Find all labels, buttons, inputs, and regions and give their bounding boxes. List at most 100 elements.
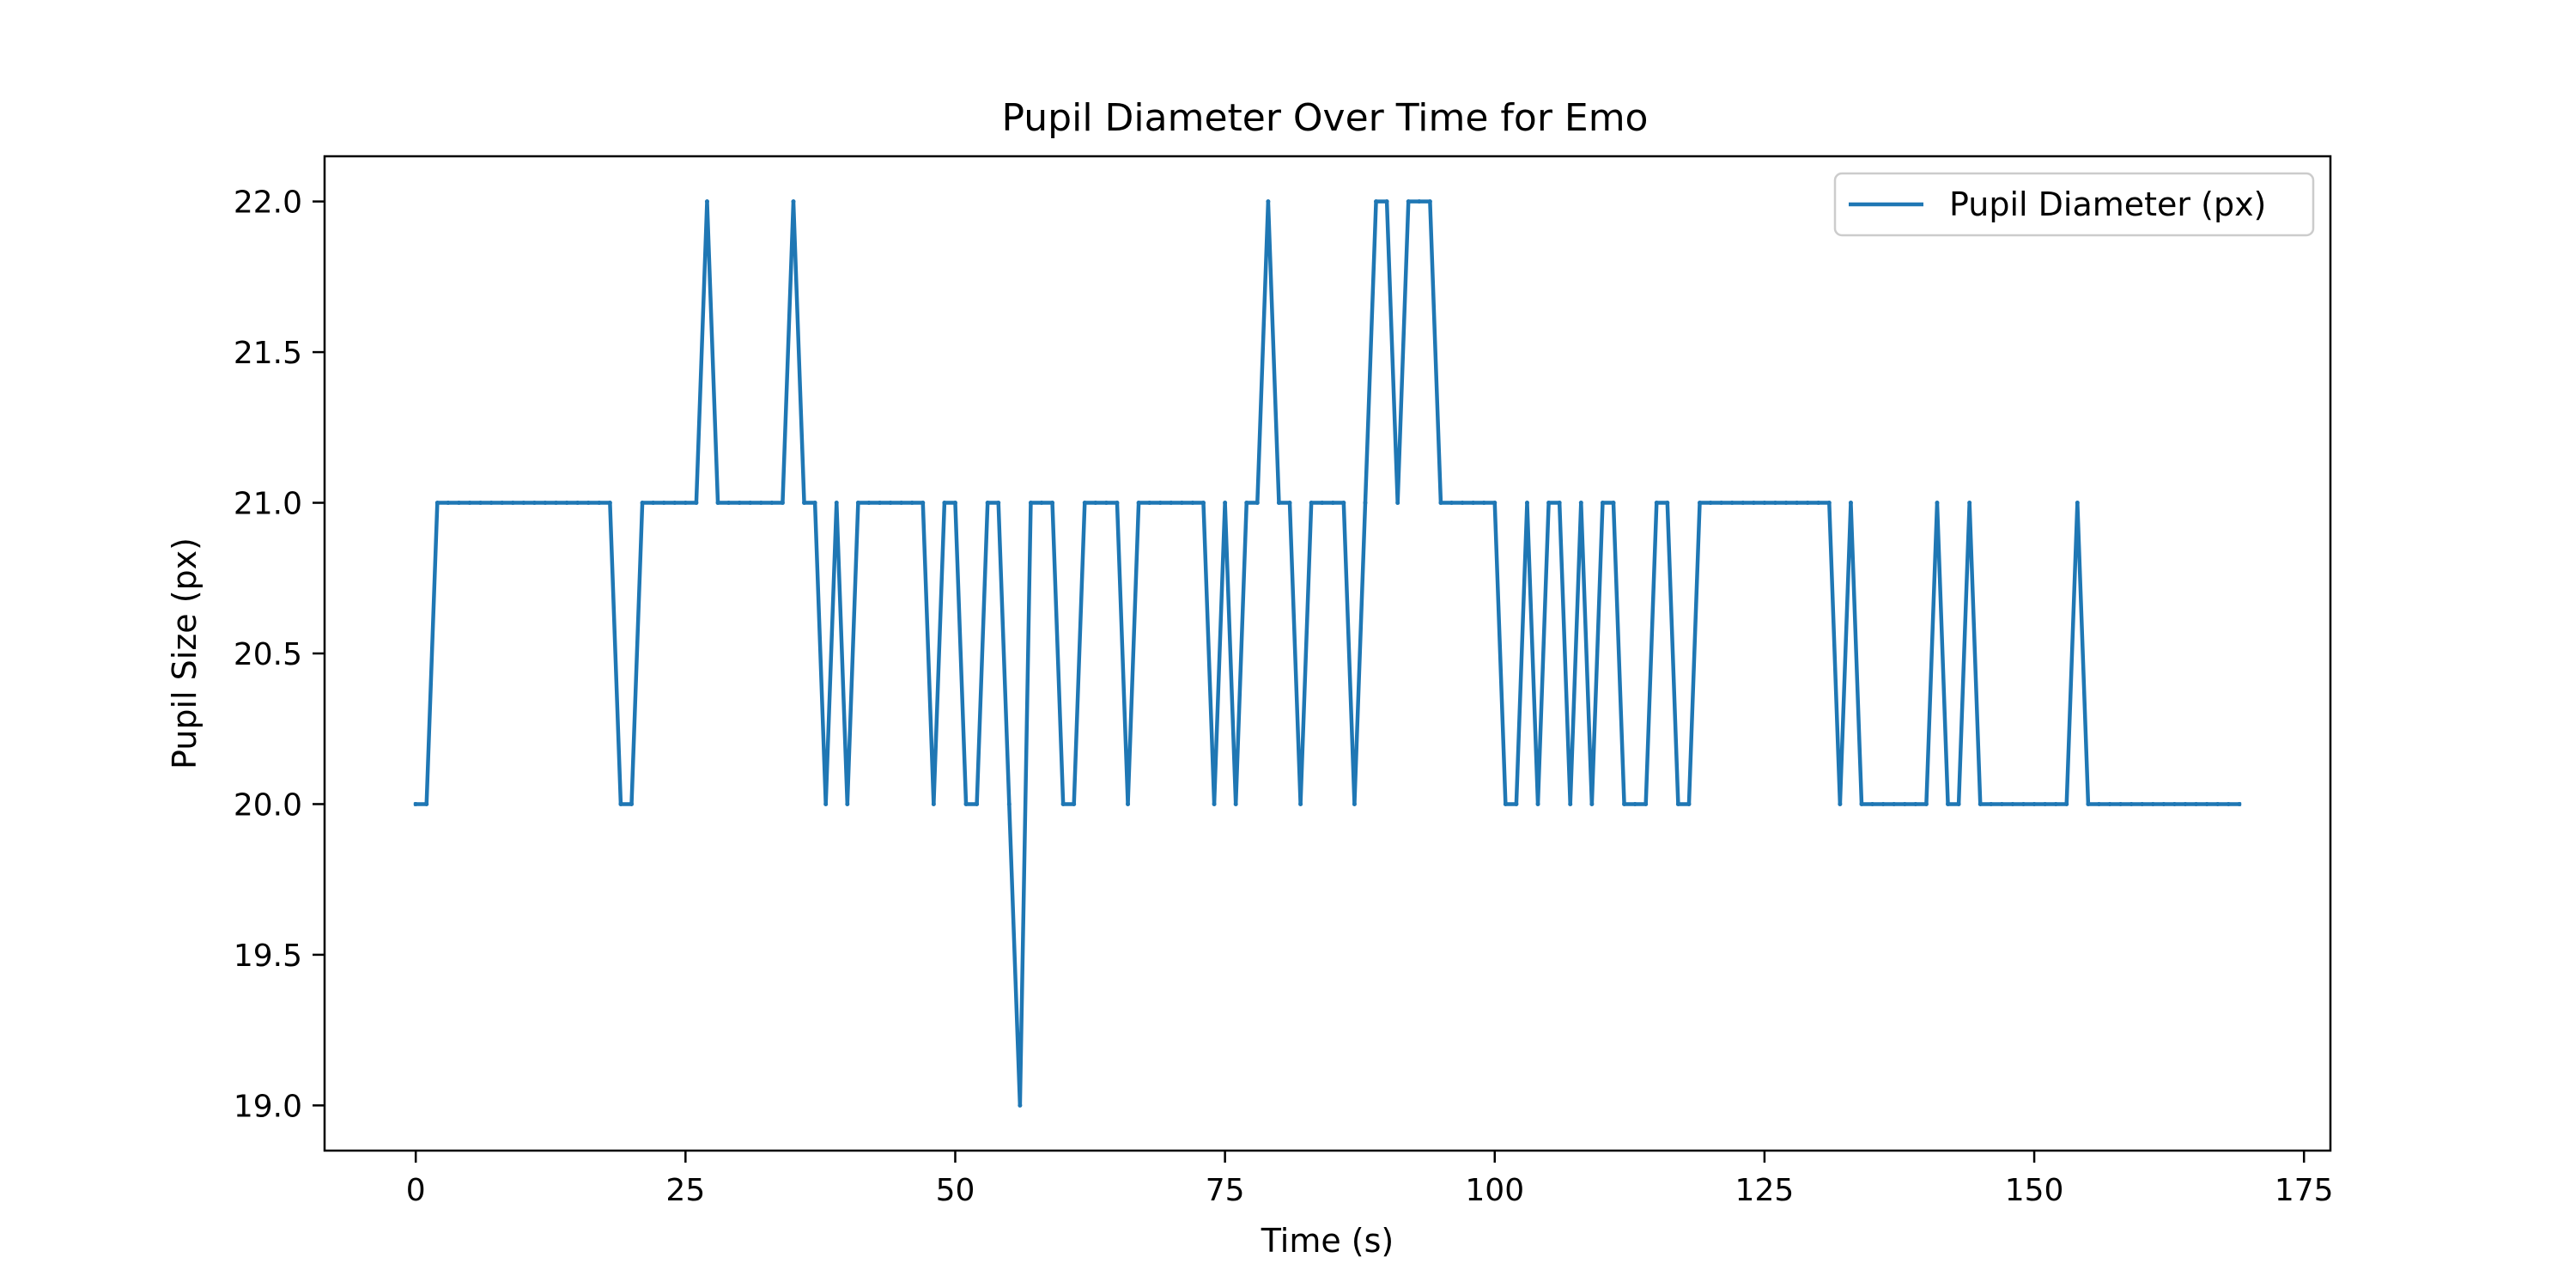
data-point <box>575 501 580 506</box>
data-point <box>1665 501 1670 506</box>
data-point <box>1460 501 1465 506</box>
data-point <box>2161 801 2166 806</box>
data-point <box>1374 199 1379 204</box>
data-point <box>2129 801 2134 806</box>
data-point <box>424 801 429 806</box>
data-point <box>812 501 817 506</box>
data-point <box>1157 501 1163 506</box>
data-point <box>2183 801 2188 806</box>
data-point <box>651 501 656 506</box>
data-point <box>1622 801 1627 806</box>
data-point <box>1266 199 1271 204</box>
data-point <box>748 501 753 506</box>
data-point <box>1589 801 1595 806</box>
data-point <box>1741 501 1746 506</box>
data-point <box>564 501 569 506</box>
data-point <box>1147 501 1152 506</box>
data-point <box>2107 801 2112 806</box>
data-point <box>478 501 483 506</box>
data-point <box>1600 501 1605 506</box>
data-point <box>1675 801 1680 806</box>
data-point <box>758 501 763 506</box>
data-point <box>1384 199 1389 204</box>
data-point <box>629 801 634 806</box>
data-point <box>1698 501 1703 506</box>
data-point <box>554 501 559 506</box>
y-tick-label: 19.0 <box>234 1089 302 1124</box>
data-point <box>1244 501 1249 506</box>
data-point <box>2204 801 2209 806</box>
data-point <box>2215 801 2221 806</box>
data-point <box>1978 801 1983 806</box>
data-point <box>1406 199 1411 204</box>
data-point <box>1892 801 1897 806</box>
data-point <box>996 501 1001 506</box>
data-point <box>521 501 526 506</box>
data-point <box>888 501 893 506</box>
data-point <box>1471 501 1476 506</box>
data-point <box>1524 501 1529 506</box>
data-point <box>2053 801 2058 806</box>
data-point <box>1880 801 1886 806</box>
data-point <box>931 801 936 806</box>
data-point <box>704 199 709 204</box>
data-point <box>769 501 775 506</box>
data-point <box>1417 199 1422 204</box>
data-point <box>1082 501 1087 506</box>
data-point <box>661 501 666 506</box>
x-tick-label: 25 <box>665 1173 705 1208</box>
data-point <box>456 501 461 506</box>
data-point <box>899 501 904 506</box>
data-point <box>2075 501 2080 506</box>
data-point <box>1762 501 1767 506</box>
data-point <box>640 501 645 506</box>
data-point <box>1999 801 2004 806</box>
data-point <box>2140 801 2145 806</box>
y-tick-label: 21.0 <box>234 487 302 522</box>
chart-title: Pupil Diameter Over Time for Emo <box>1002 96 1649 140</box>
data-point <box>1115 501 1120 506</box>
x-axis-label: Time (s) <box>1261 1222 1394 1260</box>
y-tick-label: 19.5 <box>234 939 302 974</box>
data-point <box>1136 501 1141 506</box>
data-point <box>1126 801 1131 806</box>
data-point <box>1103 501 1109 506</box>
data-point <box>1913 801 1918 806</box>
data-point <box>1719 501 1724 506</box>
data-point <box>1535 801 1540 806</box>
data-point <box>467 501 472 506</box>
data-point <box>791 199 796 204</box>
legend-frame <box>1833 172 2315 237</box>
x-tick-label: 50 <box>936 1173 975 1208</box>
data-point <box>2010 801 2015 806</box>
data-point <box>2226 801 2231 806</box>
data-point <box>1298 801 1303 806</box>
data-point <box>1686 801 1692 806</box>
data-point <box>1643 801 1649 806</box>
data-point <box>1923 801 1929 806</box>
data-point <box>1449 501 1455 506</box>
data-point <box>1514 801 1519 806</box>
data-point <box>855 501 860 506</box>
data-point <box>1395 501 1400 506</box>
data-point <box>952 501 957 506</box>
data-point <box>1935 501 1940 506</box>
data-point <box>985 501 990 506</box>
y-tick-label: 21.5 <box>234 336 302 371</box>
data-point <box>1870 801 1875 806</box>
y-tick-label: 22.0 <box>234 185 302 221</box>
data-point <box>909 501 914 506</box>
data-point <box>694 501 699 506</box>
data-point <box>2194 801 2199 806</box>
x-tick-label: 175 <box>2275 1173 2334 1208</box>
data-point <box>1568 801 1573 806</box>
legend-label: Pupil Diameter (px) <box>1949 185 2266 223</box>
data-point <box>434 501 440 506</box>
data-point <box>1816 501 1821 506</box>
data-point <box>543 501 548 506</box>
data-point <box>1751 501 1756 506</box>
data-point <box>2032 801 2037 806</box>
data-point <box>1341 501 1346 506</box>
data-point <box>1632 801 1637 806</box>
